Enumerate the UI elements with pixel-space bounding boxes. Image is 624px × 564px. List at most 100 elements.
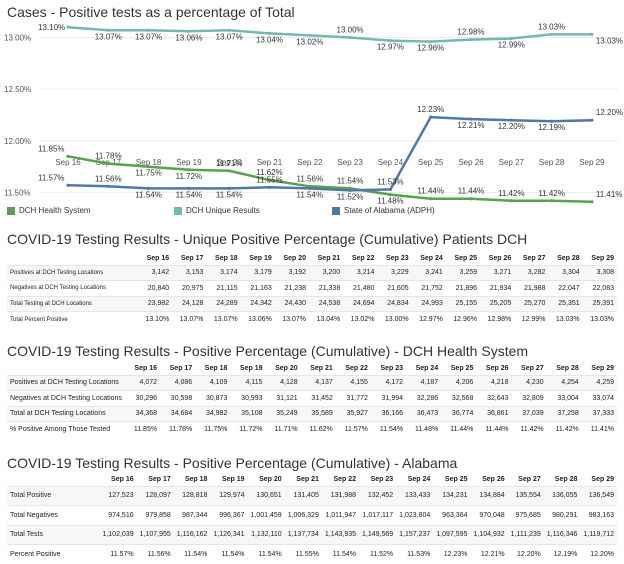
data-label: 13.02% (296, 37, 323, 46)
data-label: 11.72% (176, 172, 203, 181)
column-header: Sep 24 (396, 474, 433, 486)
table-cell: 21,238 (275, 281, 309, 297)
data-label: 12.23% (417, 105, 444, 114)
data-label: 11.85% (38, 144, 65, 153)
table-cell: 35,927 (336, 406, 371, 422)
table-cell: 980,291 (544, 506, 581, 526)
table-cell: 13.03% (583, 312, 617, 328)
data-point (590, 119, 593, 122)
data-point (429, 115, 432, 118)
legend-label: DCH Unique Results (186, 206, 260, 215)
table-cell: 4,206 (441, 375, 476, 391)
table-cell: 31,772 (336, 391, 371, 407)
table-cell: 979,858 (137, 506, 174, 526)
table-cell: 32,643 (476, 391, 511, 407)
table-cell: 21,163 (241, 281, 275, 297)
table-cell: 11.75% (195, 422, 230, 438)
column-header: Sep 16 (99, 474, 136, 486)
column-header: Sep 26 (470, 474, 507, 486)
data-label: 11.56% (297, 174, 324, 183)
legend-swatch (174, 207, 182, 215)
table-cell: 131,988 (322, 486, 359, 506)
table-cell: 32,286 (406, 391, 441, 407)
table-cell: 3,142 (138, 265, 172, 281)
table-cell: 25,391 (583, 296, 617, 312)
table-cell: 22,083 (583, 281, 617, 297)
column-header: Sep 23 (377, 252, 411, 265)
table-cell: 21,605 (377, 281, 411, 297)
table-cell: 31,452 (301, 391, 336, 407)
legend-item[interactable]: DCH Health System (7, 206, 91, 215)
column-header: Sep 22 (343, 252, 377, 265)
table-cell: 11.42% (547, 422, 582, 438)
data-label: 12.20% (498, 122, 525, 131)
column-header: Sep 19 (230, 363, 265, 375)
data-point (107, 185, 110, 188)
table-cell: 21,115 (206, 281, 240, 297)
column-header: Sep 27 (511, 363, 546, 375)
table-cell: 983,163 (580, 506, 617, 526)
table-cell: 11.56% (137, 545, 174, 564)
data-label: 11.44% (417, 187, 444, 196)
table-cell: 3,259 (446, 265, 480, 281)
table-cell: 33,074 (582, 391, 617, 407)
data-label: 11.78% (95, 152, 122, 161)
table-cell: 987,344 (174, 506, 211, 526)
column-header: Sep 22 (336, 363, 371, 375)
data-label: 11.54% (337, 176, 364, 185)
table-cell: 136,549 (580, 486, 617, 506)
data-label: 11.54% (176, 190, 203, 199)
header-blank (7, 474, 99, 486)
table-cell: 974,516 (99, 506, 136, 526)
table-cell: 127,523 (99, 486, 136, 506)
data-point (510, 199, 513, 202)
data-point (349, 36, 352, 39)
table-cell: 4,254 (547, 375, 582, 391)
table-cell: 3,241 (412, 265, 446, 281)
table-cell: 1,119,712 (580, 525, 617, 545)
column-header: Sep 18 (206, 252, 240, 265)
table-cell: 4,128 (266, 375, 301, 391)
data-label: 12.96% (417, 44, 444, 53)
column-header: Sep 25 (441, 363, 476, 375)
y-tick-label: 11.50% (4, 189, 31, 198)
legend-item[interactable]: State of Alabama (ADPH) (332, 206, 435, 215)
row-label: Total at DCH Testing Locations (7, 406, 125, 422)
table-cell: 13.10% (138, 312, 172, 328)
column-header: Sep 21 (301, 363, 336, 375)
row-label: Positives at DCH Testing Locations (7, 375, 125, 391)
column-header: Sep 19 (241, 252, 275, 265)
table-cell: 1,132,110 (248, 525, 285, 545)
table-cell: 131,405 (285, 486, 322, 506)
table-cell: 35,249 (266, 406, 301, 422)
table-cell: 30,873 (195, 391, 230, 407)
table-cell: 11.44% (476, 422, 511, 438)
row-label: Positives at DCH Testing Locations (7, 265, 138, 281)
table-cell: 24,694 (343, 296, 377, 312)
data-label: 11.75% (135, 169, 162, 178)
data-point (66, 26, 69, 29)
table-cell: 13.07% (206, 312, 240, 328)
table-cell: 975,685 (508, 506, 544, 526)
data-label: 11.71% (216, 159, 243, 168)
column-header: Sep 28 (548, 252, 582, 265)
table-cell: 4,072 (125, 375, 160, 391)
table-cell: 21,988 (514, 281, 548, 297)
table-title-dch: COVID-19 Testing Results - Positive Perc… (7, 343, 528, 359)
table-cell: 1,102,039 (99, 525, 136, 545)
table-cell: 133,433 (396, 486, 433, 506)
table-cell: 3,308 (583, 265, 617, 281)
x-tick-label: Sep 21 (257, 158, 283, 167)
data-point (429, 197, 432, 200)
data-label: 11.55% (256, 175, 283, 184)
row-label: Percent Positive (7, 545, 99, 564)
chart-legend: DCH Health System DCH Unique Results State… (0, 206, 624, 220)
data-point (550, 199, 553, 202)
legend-item[interactable]: DCH Unique Results (174, 206, 260, 215)
table-cell: 11.54% (371, 422, 406, 438)
data-label: 13.06% (175, 33, 202, 42)
table-cell: 1,017,117 (359, 506, 396, 526)
table-cell: 11.57% (99, 545, 136, 564)
